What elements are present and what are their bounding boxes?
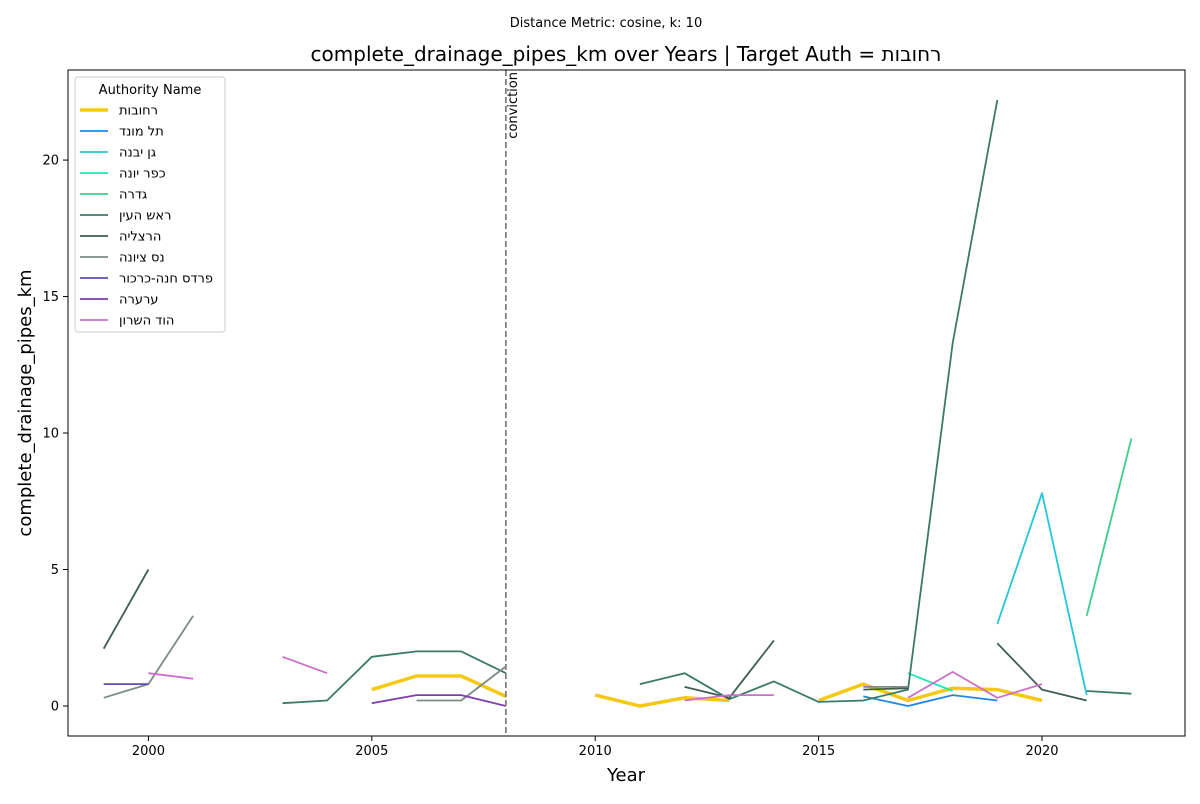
legend-label: תל מונד [119,125,164,140]
series-6 [102,569,1087,702]
legend-label: הוד השרון [119,314,174,329]
series-line [996,642,1087,702]
series-line [282,650,507,705]
legend-label: גדרה [119,188,147,203]
series-line [684,694,774,702]
series-line [817,682,1043,703]
y-tick-label: 20 [42,154,59,169]
legend-label: פרדס חנה-כרכור [119,272,213,287]
series-line [371,674,507,698]
series-1 [863,694,998,707]
series-line [594,693,730,708]
legend-title: Authority Name [99,83,202,98]
series-line [102,569,150,650]
legend-label: רחובות [119,104,158,119]
legend-label: ראש העין [119,209,171,224]
series-line [1085,438,1133,617]
series-9 [371,694,507,707]
conviction-marker: conviction [504,70,521,736]
x-axis-ticks: 2000 2005 2010 2015 2020 [132,736,1059,759]
conviction-label: conviction [506,72,521,139]
legend-label: כפר יונה [119,167,166,182]
legend-label: הרצליה [119,230,161,245]
series-line [863,687,909,691]
series-10 [148,655,1043,702]
series-line [996,492,1088,696]
series-line [863,694,998,707]
x-tick-label: 2020 [1025,744,1058,759]
chart-suptitle: Distance Metric: cosine, k: 10 [510,16,702,31]
series-line [907,671,1043,699]
series-line [282,655,328,675]
y-tick-label: 15 [42,290,59,305]
legend-box [74,76,226,333]
legend-label: גן יבנה [119,146,156,161]
x-axis-label: Year [606,765,646,786]
x-tick-label: 2000 [132,744,165,759]
y-tick-label: 5 [51,563,59,578]
y-axis-label: complete_drainage_pipes_km [15,269,36,536]
series-0 [371,674,1043,708]
series-3 [907,672,954,692]
series-line [639,99,999,703]
legend-label: ערערה [119,293,158,308]
legend-label: נס ציונה [119,251,165,266]
x-tick-label: 2015 [802,744,835,759]
y-tick-label: 0 [51,699,59,714]
plot-frame [67,69,1186,737]
y-tick-label: 10 [42,427,59,442]
series-line [371,694,507,707]
series-line [1086,690,1132,695]
series-4 [1085,438,1133,617]
x-tick-label: 2010 [579,744,612,759]
series-line [148,672,194,680]
series-line [907,672,954,692]
series-line [416,665,507,702]
legend: Authority Name רחובות תל מונד גן יבנה כפר י… [74,76,226,333]
chart-title: complete_drainage_pipes_km over Years | … [311,42,942,66]
series-2 [996,492,1088,696]
series-layer [102,99,1133,708]
series-5 [282,99,1132,705]
x-tick-label: 2005 [355,744,388,759]
series-line [684,639,775,699]
y-axis-ticks: 0 5 10 15 20 [42,154,68,714]
